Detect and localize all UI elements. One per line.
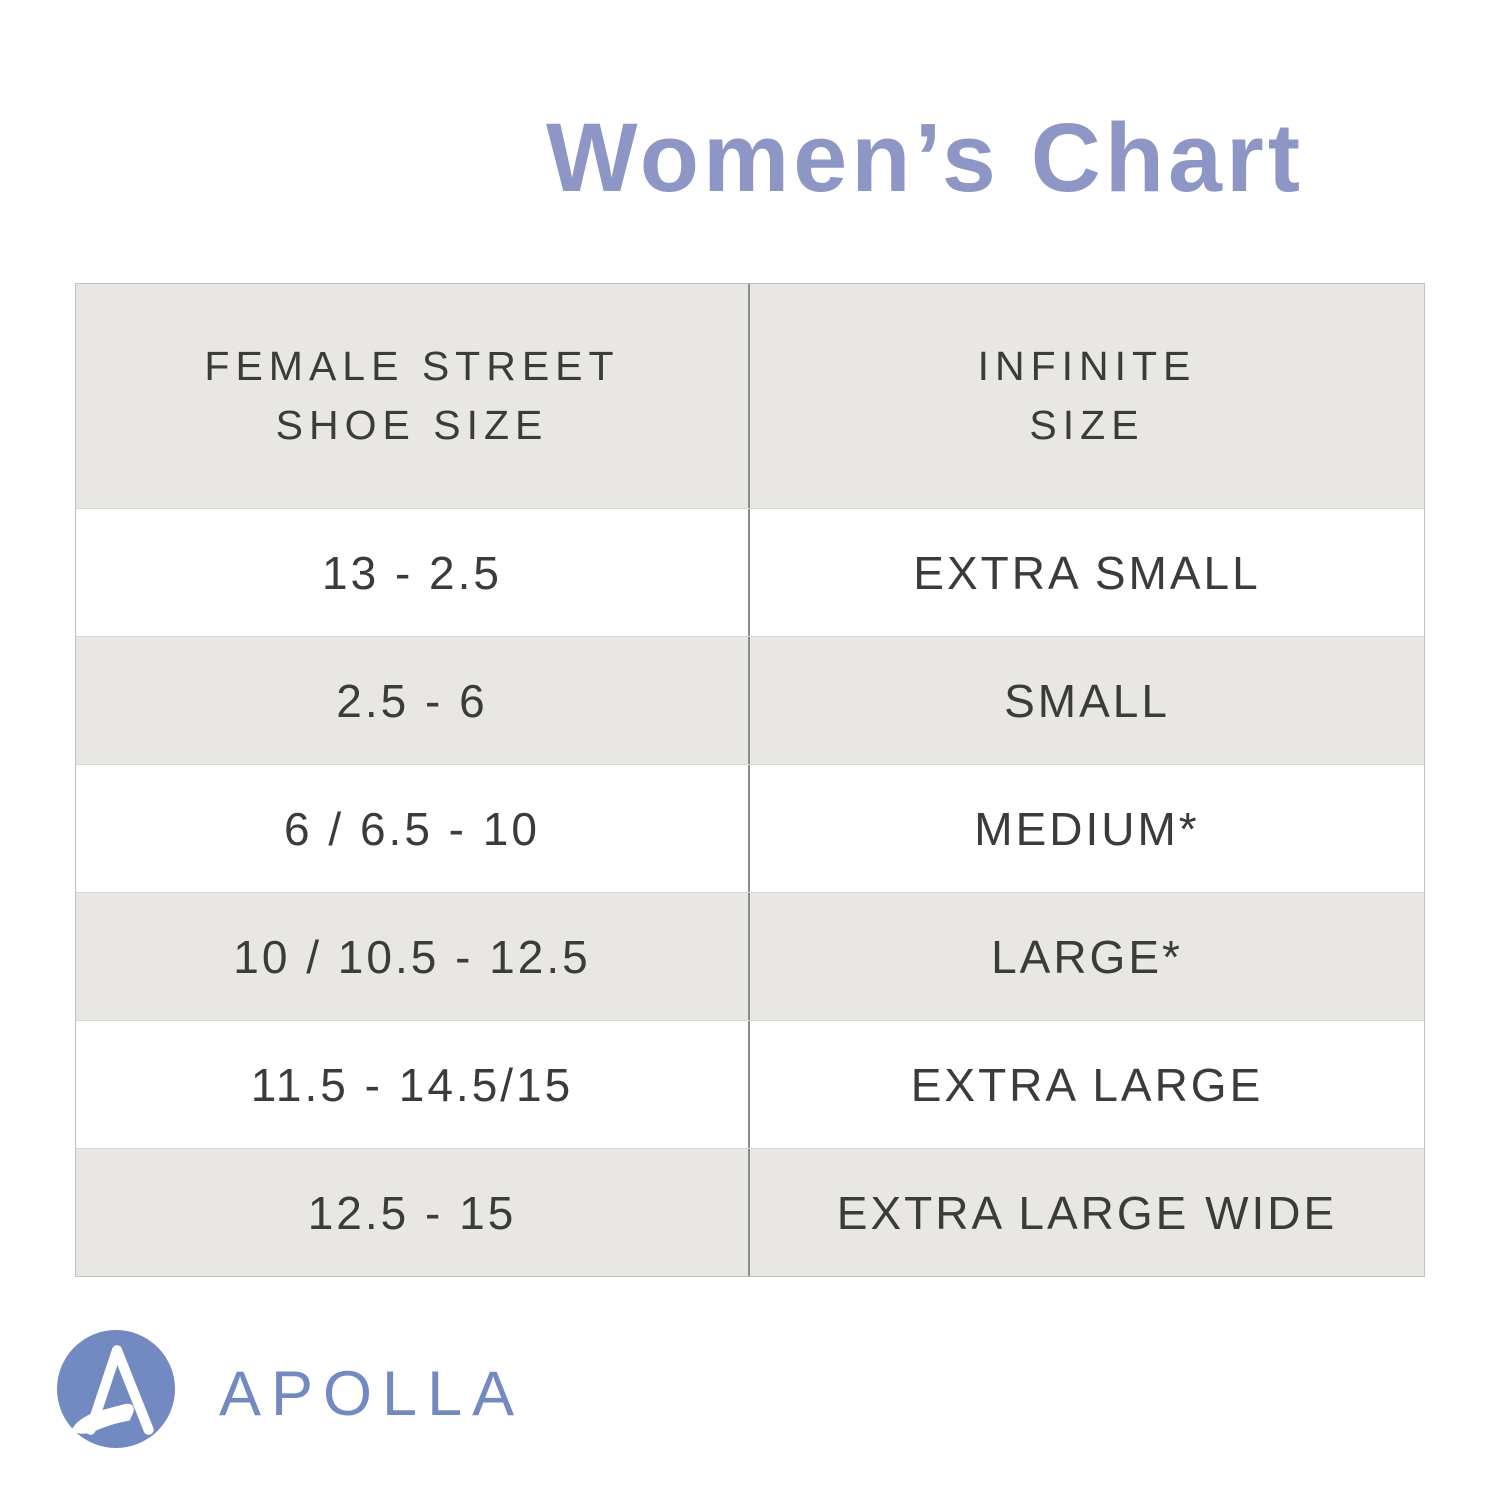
infinite-size-cell: MEDIUM*: [974, 802, 1200, 855]
header-line: SHOE SIZE: [275, 402, 549, 448]
infinite-size-cell: EXTRA LARGE WIDE: [836, 1186, 1338, 1239]
brand-footer: APOLLA: [57, 1330, 524, 1448]
table-row: 2.5 - 6 SMALL: [76, 636, 1424, 764]
table-row: 12.5 - 15 EXTRA LARGE WIDE: [76, 1148, 1424, 1276]
infinite-size-cell: SMALL: [1004, 674, 1170, 727]
table-row: 13 - 2.5 EXTRA SMALL: [76, 508, 1424, 636]
brand-wordmark: APOLLA: [219, 1359, 525, 1429]
table-row: 11.5 - 14.5/15 EXTRA LARGE: [76, 1020, 1424, 1148]
table-row: 6 / 6.5 - 10 MEDIUM*: [76, 764, 1424, 892]
shoe-size-cell: 10 / 10.5 - 12.5: [76, 893, 750, 1020]
column-header-shoe-size: FEMALE STREET SHOE SIZE: [76, 284, 750, 508]
apolla-logo-icon: [57, 1330, 175, 1448]
shoe-size-cell: 13 - 2.5: [76, 509, 750, 636]
shoe-size-cell: 2.5 - 6: [76, 637, 750, 764]
infinite-size-cell: LARGE*: [991, 930, 1183, 983]
column-header-infinite-size: INFINITE SIZE: [750, 284, 1424, 508]
size-chart-table: FEMALE STREET SHOE SIZE INFINITE SIZE 13…: [75, 283, 1425, 1277]
shoe-size-cell: 11.5 - 14.5/15: [76, 1021, 750, 1148]
table-row: 10 / 10.5 - 12.5 LARGE*: [76, 892, 1424, 1020]
table-header-row: FEMALE STREET SHOE SIZE INFINITE SIZE: [76, 284, 1424, 508]
page-title: Women’s Chart: [545, 103, 1305, 212]
header-line: FEMALE STREET: [204, 342, 620, 389]
shoe-size-cell: 6 / 6.5 - 10: [76, 765, 750, 892]
header-line: INFINITE: [977, 342, 1197, 389]
infinite-size-cell: EXTRA SMALL: [913, 546, 1261, 599]
shoe-size-cell: 12.5 - 15: [76, 1149, 750, 1276]
header-line: SIZE: [1029, 402, 1145, 448]
infinite-size-cell: EXTRA LARGE: [910, 1058, 1264, 1111]
